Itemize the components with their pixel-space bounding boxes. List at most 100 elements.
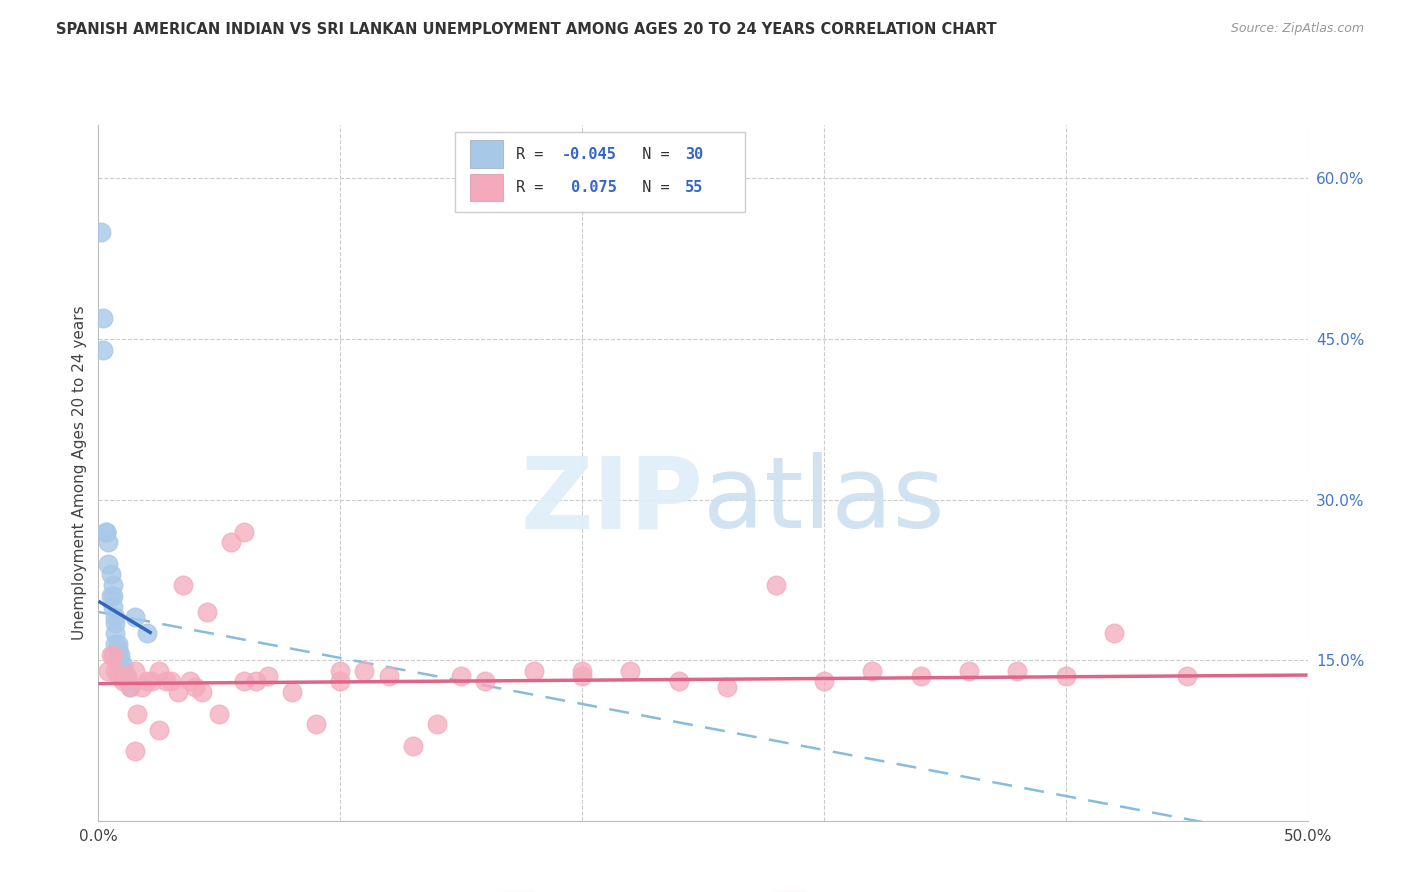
Point [107,637,129,651]
Point [118,680,141,694]
Point [450,669,472,683]
Point [172,578,194,592]
Point [1175,669,1198,683]
Point [104,626,127,640]
Point [94,524,117,539]
Point [135,674,157,689]
Point [104,615,127,630]
Point [179,674,201,689]
Point [329,664,352,678]
Point [117,669,139,683]
Point [97,557,120,571]
Point [813,674,835,689]
Y-axis label: Unemployment Among Ages 20 to 24 years: Unemployment Among Ages 20 to 24 years [72,305,87,640]
Point [118,680,141,694]
Point [100,589,122,603]
Point [523,664,546,678]
FancyBboxPatch shape [470,140,503,168]
Text: N =: N = [624,146,679,161]
Point [124,744,146,758]
Point [117,674,139,689]
Point [101,578,124,592]
Point [91,310,114,325]
Point [108,653,131,667]
Point [124,664,146,678]
Point [111,674,134,689]
Point [111,658,134,673]
Point [167,685,190,699]
FancyBboxPatch shape [456,132,745,212]
Point [127,706,149,721]
Point [148,664,170,678]
Point [232,524,254,539]
Point [97,535,120,549]
Text: 0.075: 0.075 [561,180,616,195]
Point [910,669,932,683]
Point [668,674,690,689]
Point [114,669,136,683]
Point [160,674,183,689]
Point [107,642,129,657]
Point [100,567,122,582]
Text: R =: R = [516,180,561,195]
Point [101,589,124,603]
Point [765,578,787,592]
Point [108,648,131,662]
Point [221,535,243,549]
Point [100,648,122,662]
Point [281,685,304,699]
Point [245,674,267,689]
Point [571,669,593,683]
Point [124,610,146,624]
Point [377,669,399,683]
Point [94,524,117,539]
Point [91,343,114,357]
Point [141,674,163,689]
Point [1102,626,1125,640]
Point [101,648,124,662]
Text: atlas: atlas [703,452,945,549]
Point [474,674,496,689]
Point [1007,664,1029,678]
Point [107,669,129,683]
Point [135,626,157,640]
Text: 30: 30 [685,146,703,161]
Point [108,658,131,673]
Text: R =: R = [516,146,553,161]
Point [860,664,883,678]
Point [107,648,129,662]
Point [101,599,124,614]
Text: N =: N = [624,180,679,195]
Point [191,685,214,699]
Point [957,664,980,678]
Text: SPANISH AMERICAN INDIAN VS SRI LANKAN UNEMPLOYMENT AMONG AGES 20 TO 24 YEARS COR: SPANISH AMERICAN INDIAN VS SRI LANKAN UN… [56,22,997,37]
Point [131,680,153,694]
Point [155,674,177,689]
Point [104,664,127,678]
FancyBboxPatch shape [470,174,503,202]
Point [571,664,593,678]
Point [426,717,449,731]
Point [402,739,425,753]
Point [111,664,134,678]
Point [97,664,120,678]
Point [148,723,170,737]
Point [208,706,231,721]
Point [1054,669,1077,683]
Text: 55: 55 [685,180,703,195]
Point [305,717,328,731]
Point [353,664,375,678]
Point [716,680,738,694]
Point [90,225,112,239]
Text: Source: ZipAtlas.com: Source: ZipAtlas.com [1230,22,1364,36]
Point [619,664,641,678]
Legend: Spanish American Indians, Sri Lankans: Spanish American Indians, Sri Lankans [494,884,912,892]
Point [329,674,352,689]
Text: ZIP: ZIP [520,452,703,549]
Point [111,669,134,683]
Point [104,637,127,651]
Point [195,605,218,619]
Point [184,680,207,694]
Point [104,610,127,624]
Text: -0.045: -0.045 [561,146,616,161]
